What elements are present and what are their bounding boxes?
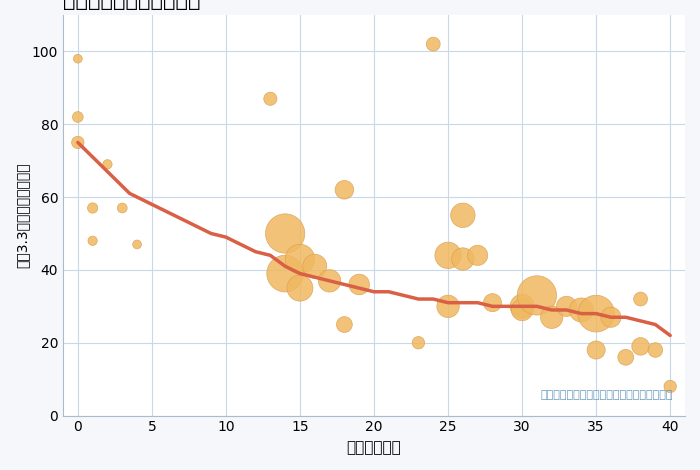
Point [309, 263, 321, 270]
Point [102, 161, 113, 168]
Text: 築年数別中古戸建て価格: 築年数別中古戸建て価格 [63, 0, 200, 10]
Point [87, 237, 98, 244]
Point [606, 313, 617, 321]
Point [561, 303, 572, 310]
Point [279, 270, 290, 277]
Point [72, 113, 83, 121]
Point [487, 299, 498, 306]
Point [442, 251, 454, 259]
Point [428, 40, 439, 48]
Point [546, 313, 557, 321]
Point [339, 186, 350, 194]
Point [457, 212, 468, 219]
Point [265, 95, 276, 102]
Y-axis label: 坪（3.3㎡）単価（万円）: 坪（3.3㎡）単価（万円） [15, 163, 29, 268]
Point [575, 306, 587, 314]
Point [457, 255, 468, 263]
Point [295, 284, 306, 292]
Point [72, 139, 83, 146]
Point [517, 306, 528, 314]
Point [295, 255, 306, 263]
X-axis label: 築年数（年）: 築年数（年） [346, 440, 401, 455]
Point [324, 277, 335, 285]
Point [635, 295, 646, 303]
Point [132, 241, 143, 248]
Point [635, 343, 646, 350]
Point [354, 281, 365, 288]
Point [531, 292, 542, 299]
Point [664, 383, 676, 390]
Point [620, 353, 631, 361]
Point [591, 310, 602, 317]
Text: 円の大きさは、取引のあった物件面積を示す: 円の大きさは、取引のあった物件面積を示す [540, 390, 673, 400]
Point [87, 204, 98, 212]
Point [472, 251, 483, 259]
Point [339, 321, 350, 329]
Point [117, 204, 128, 212]
Point [279, 230, 290, 237]
Point [591, 346, 602, 354]
Point [517, 303, 528, 310]
Point [650, 346, 661, 354]
Point [413, 339, 424, 346]
Point [442, 303, 454, 310]
Point [72, 55, 83, 63]
